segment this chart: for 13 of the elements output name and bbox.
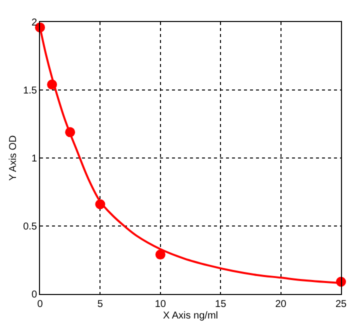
y-tick-label: 0 [31,290,38,300]
y-tick-label: 2 [31,18,38,28]
x-tick-label: 5 [97,299,104,310]
y-tick-label: 1 [31,154,38,164]
x-tick-label: 20 [275,299,287,310]
y-tick-label: 0.5 [23,222,38,232]
y-axis-title: Y Axis OD [8,135,20,181]
x-tick-label: 25 [335,299,347,310]
x-axis-title: X Axis ng/ml [162,310,218,322]
y-tick-label: 1.5 [23,86,38,96]
x-tick-label: 15 [215,299,227,310]
point [155,250,166,260]
x-tick-label: 10 [154,299,166,310]
